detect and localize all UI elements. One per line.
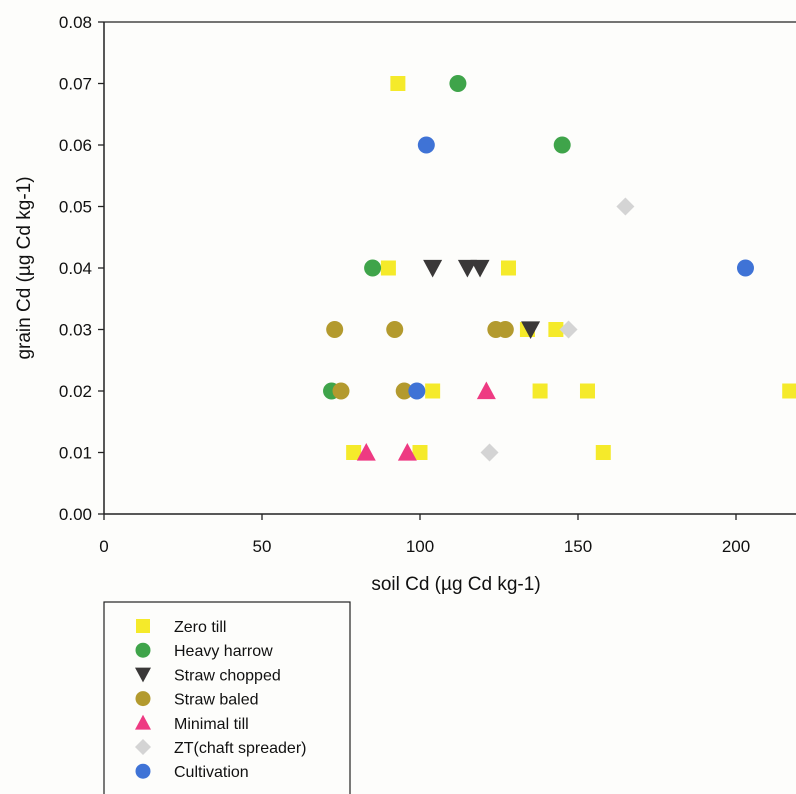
axes	[103, 21, 796, 515]
x-tick-label: 150	[564, 537, 592, 556]
y-tick-label: 0.02	[59, 382, 92, 401]
x-ticks: 0 50 100 150 200	[99, 514, 750, 556]
data-point-straw-baled	[332, 382, 350, 400]
data-point-zero-till	[412, 445, 428, 460]
data-point-zt-chaft-spreader	[616, 197, 635, 216]
data-point-straw-chopped	[521, 321, 541, 339]
data-point-cultivation	[408, 382, 426, 400]
y-tick-label: 0.01	[59, 444, 92, 463]
legend-marker-straw-baled	[135, 691, 151, 707]
y-tick-label: 0.04	[59, 259, 92, 278]
data-point-heavy-harrow	[449, 75, 467, 92]
x-tick-label: 200	[722, 537, 750, 556]
legend-label-minimal-till: Minimal till	[174, 716, 249, 733]
data-point-zero-till	[425, 383, 441, 399]
data-point-zero-till	[532, 383, 548, 399]
data-point-straw-baled	[496, 321, 514, 338]
data-point-zero-till	[380, 260, 396, 276]
data-point-heavy-harrow	[364, 259, 382, 277]
data-point-zero-till	[346, 445, 362, 460]
legend-label-cultivation: Cultivation	[174, 764, 249, 781]
legend-marker-zero-till	[136, 619, 150, 633]
y-tick-label: 0.06	[59, 136, 92, 155]
legend-label-straw-baled: Straw baled	[174, 692, 259, 709]
data-point-straw-baled	[395, 382, 413, 400]
data-point-straw-chopped	[457, 259, 477, 278]
legend-box	[103, 601, 351, 794]
y-tick-label: 0.08	[59, 13, 92, 32]
legend: Zero till Heavy harrow Straw chopped Straw …	[103, 601, 351, 794]
data-point-straw-baled	[386, 321, 404, 338]
legend-marker-minimal-till	[135, 714, 151, 730]
legend-marker-zt-chaft-spreader	[135, 739, 151, 755]
y-tick-label: 0.03	[59, 321, 92, 340]
y-tick-label: 0.07	[59, 75, 92, 94]
legend-marker-cultivation	[135, 763, 151, 779]
y-ticks: 0.00 0.01 0.02 0.03 0.04 0.05 0.06 0.07 0.08	[59, 13, 104, 524]
data-points	[323, 75, 796, 462]
data-point-zero-till	[390, 76, 406, 91]
data-point-minimal-till	[476, 381, 496, 400]
x-tick-label: 50	[253, 537, 272, 556]
x-tick-label: 0	[99, 537, 108, 556]
x-axis-title: soil Cd (µg Cd kg-1)	[371, 574, 540, 595]
legend-marker-straw-chopped	[135, 667, 151, 683]
y-tick-label: 0.00	[59, 505, 92, 524]
data-point-straw-baled	[326, 321, 344, 338]
x-tick-label: 100	[406, 537, 434, 556]
data-point-minimal-till	[397, 443, 417, 461]
data-point-cultivation	[417, 136, 435, 154]
data-point-minimal-till	[356, 443, 376, 461]
y-tick-label: 0.05	[59, 198, 92, 217]
data-point-zt-chaft-spreader	[559, 320, 578, 339]
data-point-zero-till	[595, 445, 611, 460]
legend-marker-heavy-harrow	[135, 642, 151, 658]
data-point-heavy-harrow	[553, 136, 571, 154]
legend-label-heavy-harrow: Heavy harrow	[174, 643, 273, 660]
data-point-straw-chopped	[470, 259, 490, 278]
data-point-straw-chopped	[423, 259, 443, 278]
data-point-zero-till	[548, 322, 564, 337]
data-point-zero-till	[782, 383, 796, 399]
data-point-zero-till	[579, 383, 595, 399]
legend-label-zero-till: Zero till	[174, 619, 226, 636]
data-point-zero-till	[500, 260, 516, 276]
data-point-cultivation	[736, 259, 754, 277]
legend-label-straw-chopped: Straw chopped	[174, 667, 281, 684]
data-point-zt-chaft-spreader	[480, 443, 499, 462]
y-axis-title: grain Cd (µg Cd kg-1)	[14, 176, 35, 359]
legend-label-zt-chaft-spreader: ZT(chaft spreader)	[174, 740, 306, 757]
